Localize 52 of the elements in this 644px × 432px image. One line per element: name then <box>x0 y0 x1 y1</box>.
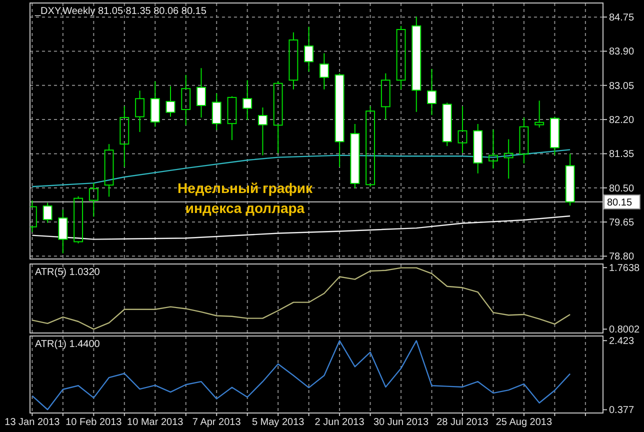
y-tick-label: 81.35 <box>609 149 634 160</box>
x-tick-label: 2 Jun 2013 <box>314 417 365 428</box>
y-tick-label: 1.7638 <box>609 263 640 274</box>
y-tick-label: 0.8002 <box>609 324 640 336</box>
candlestick <box>412 16 422 112</box>
candlestick <box>120 106 130 168</box>
line-series <box>32 267 571 330</box>
candlestick <box>350 123 360 189</box>
y-tick-label: 83.90 <box>609 46 634 58</box>
y-tick-label: 79.65 <box>609 218 634 229</box>
candlestick <box>258 106 268 156</box>
x-tick-label: 13 Jan 2013 <box>4 417 60 428</box>
candlestick <box>458 106 468 154</box>
candlestick <box>242 80 252 120</box>
y-tick-label: 78.80 <box>609 252 634 263</box>
candlestick <box>550 116 560 156</box>
candlestick <box>319 52 329 90</box>
x-tick-label: 30 Jun 2013 <box>373 417 429 428</box>
candlestick <box>181 74 191 126</box>
annotation: Недельный график индекса доллара <box>177 180 314 216</box>
candlestick <box>150 80 160 128</box>
candlestick <box>196 68 206 118</box>
line-series <box>32 340 571 410</box>
candlestick <box>427 68 436 116</box>
candlestick <box>473 123 483 174</box>
y-tick-label: 82.20 <box>609 115 634 126</box>
candlestick <box>504 138 514 180</box>
x-tick-label: 7 Apr 2013 <box>192 417 242 428</box>
candlestick <box>304 26 314 72</box>
candlestick <box>104 144 114 198</box>
y-tick-label: 0.377 <box>609 405 634 416</box>
x-tick-label: 10 Feb 2013 <box>66 417 122 428</box>
y-tick-label: 83.05 <box>609 80 634 92</box>
y-tick-label: 84.75 <box>609 12 634 24</box>
x-tick-label: 10 Mar 2013 <box>127 417 184 428</box>
line-series <box>32 215 571 240</box>
chart-title: ATR(1) 1.4400 <box>35 339 100 350</box>
candlestick <box>519 117 529 164</box>
candlestick <box>488 129 498 170</box>
candlestick <box>212 92 222 130</box>
candlestick <box>288 32 298 90</box>
candlestick <box>58 209 68 254</box>
candlestick <box>42 202 52 224</box>
y-tick-label: 2.423 <box>609 336 634 348</box>
candlestick <box>135 90 144 133</box>
x-tick-label: 25 Aug 2013 <box>496 417 552 428</box>
chart-title: ATR(5) 1.0320 <box>35 267 100 278</box>
x-tick-label: 28 Jul 2013 <box>436 417 489 428</box>
ref-line-label: 80.15 <box>607 197 632 208</box>
y-tick-label: 80.50 <box>609 183 634 194</box>
x-tick-label: 5 May 2013 <box>252 417 305 428</box>
chart-title: _DXY,Weekly 81.05 81.35 80.06 80.15 <box>34 6 207 17</box>
